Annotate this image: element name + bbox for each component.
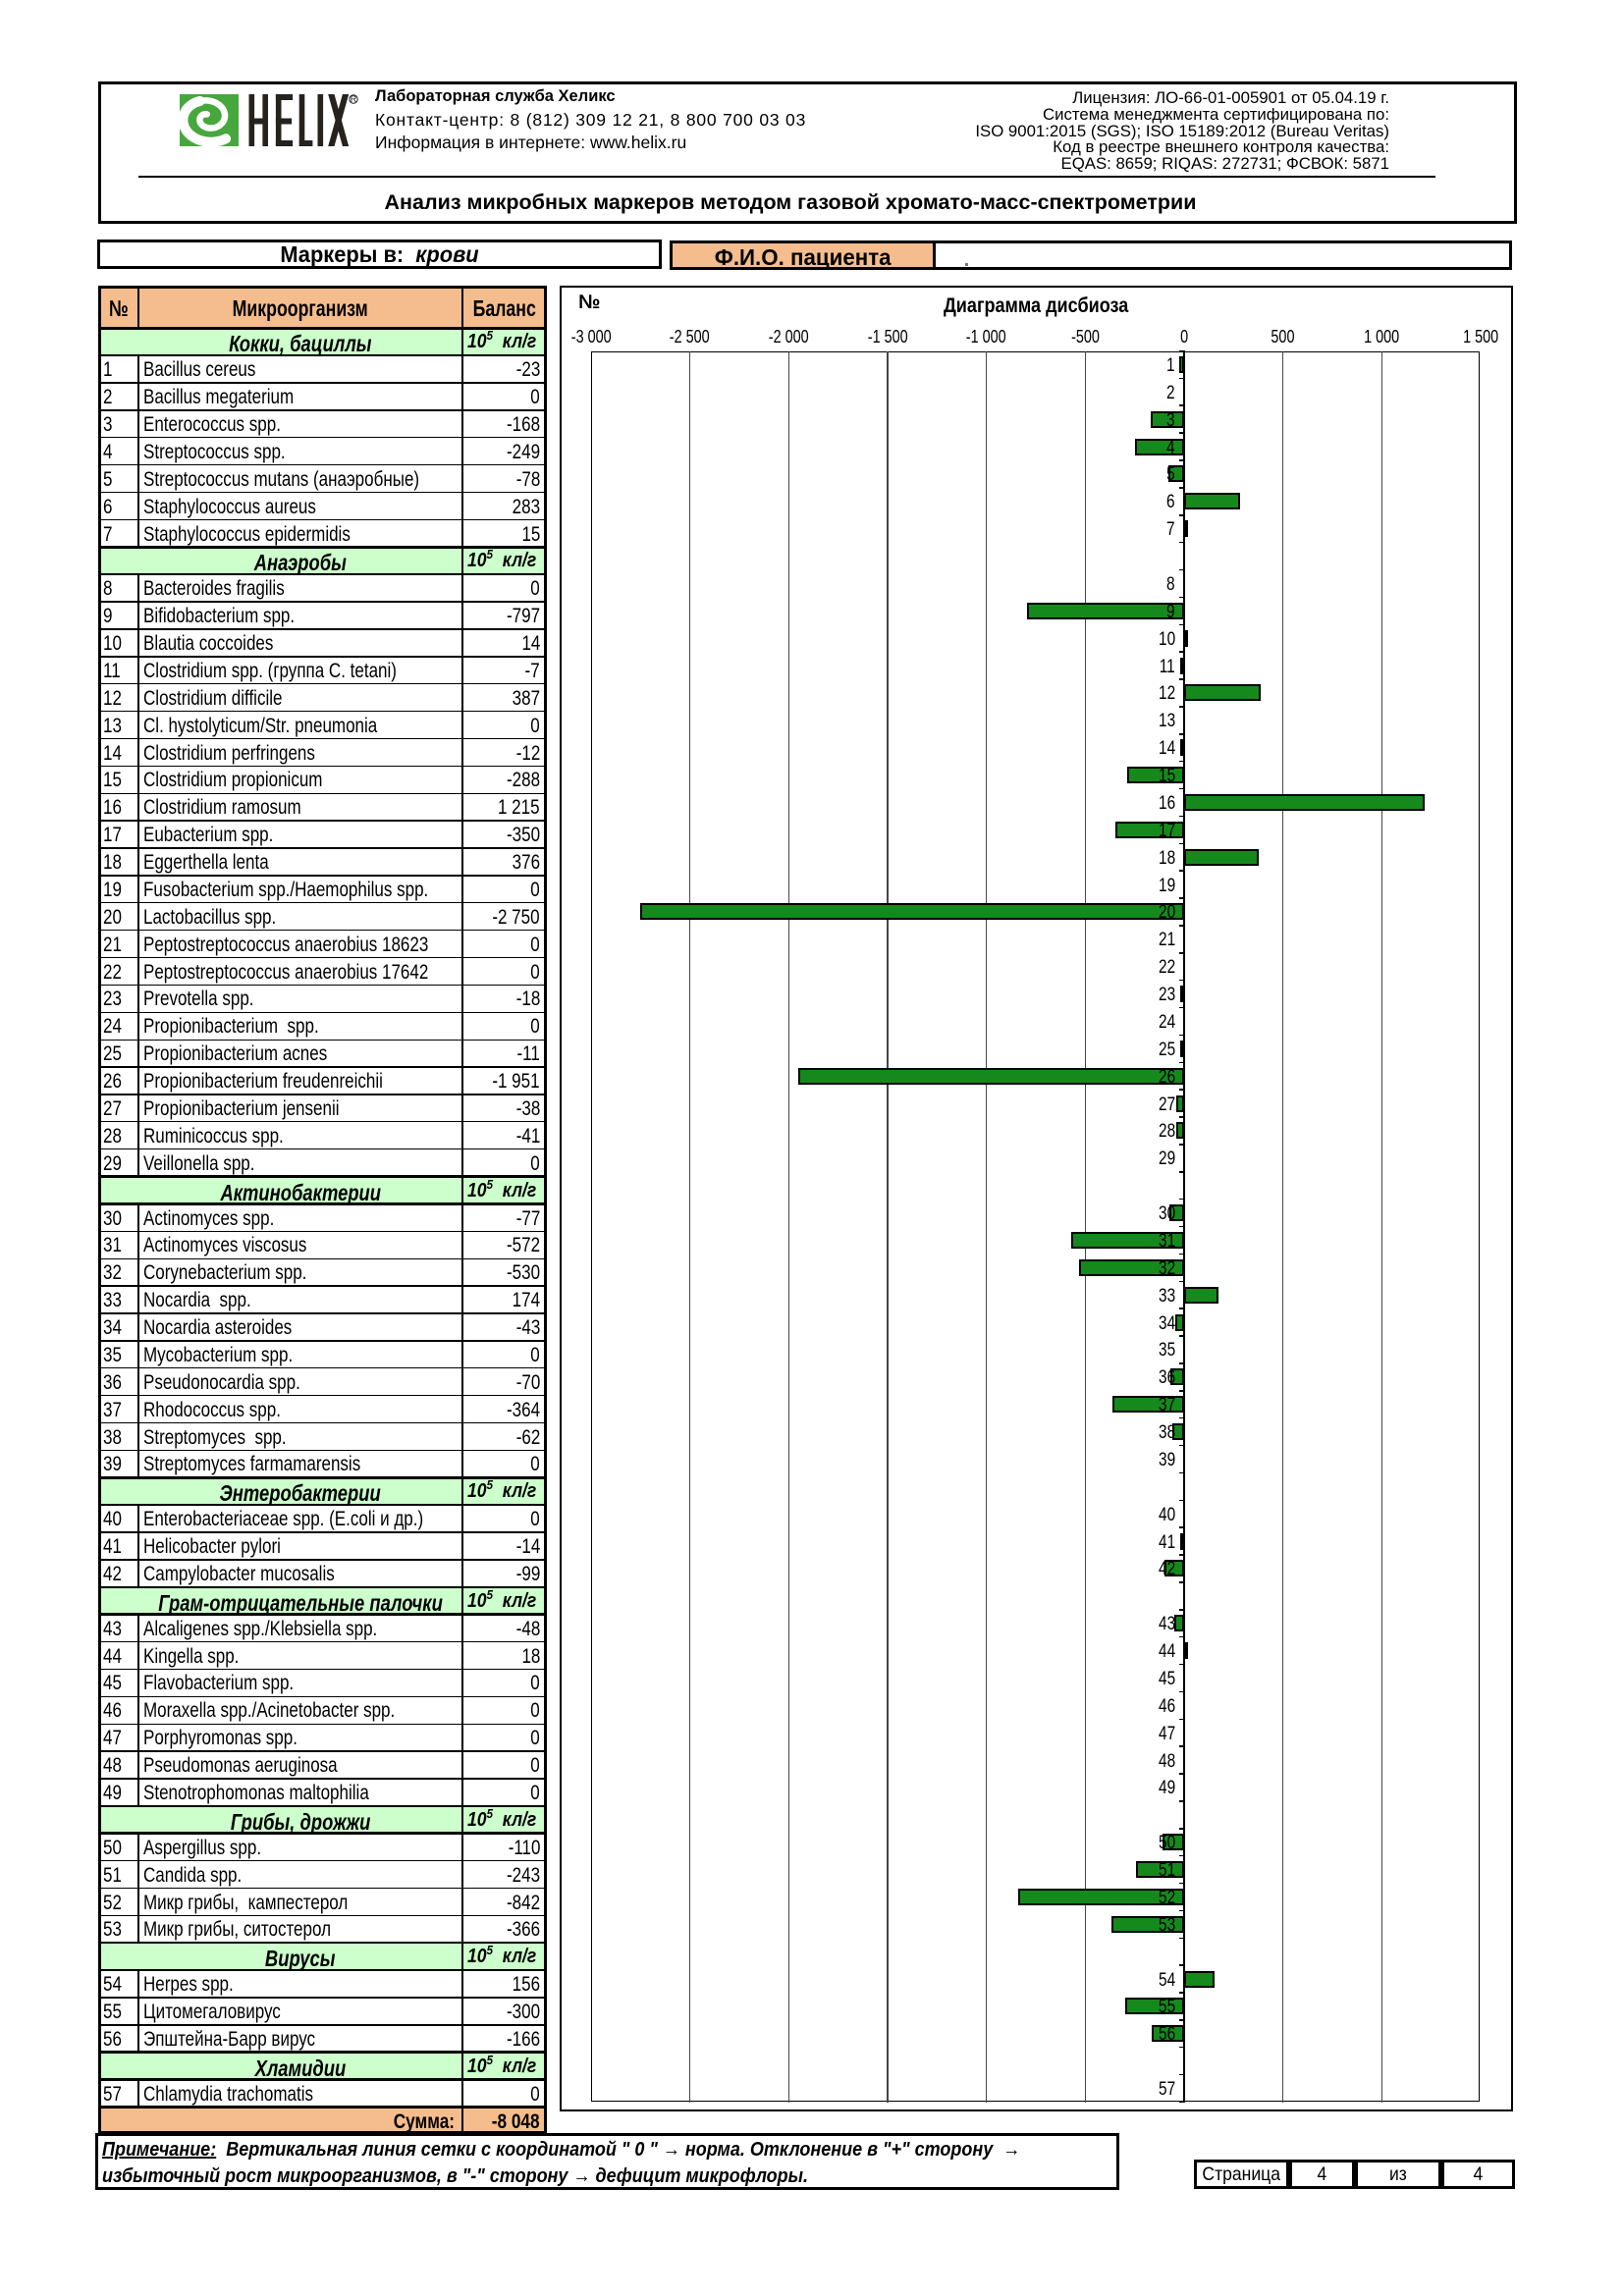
svg-text:R: R: [351, 94, 357, 104]
